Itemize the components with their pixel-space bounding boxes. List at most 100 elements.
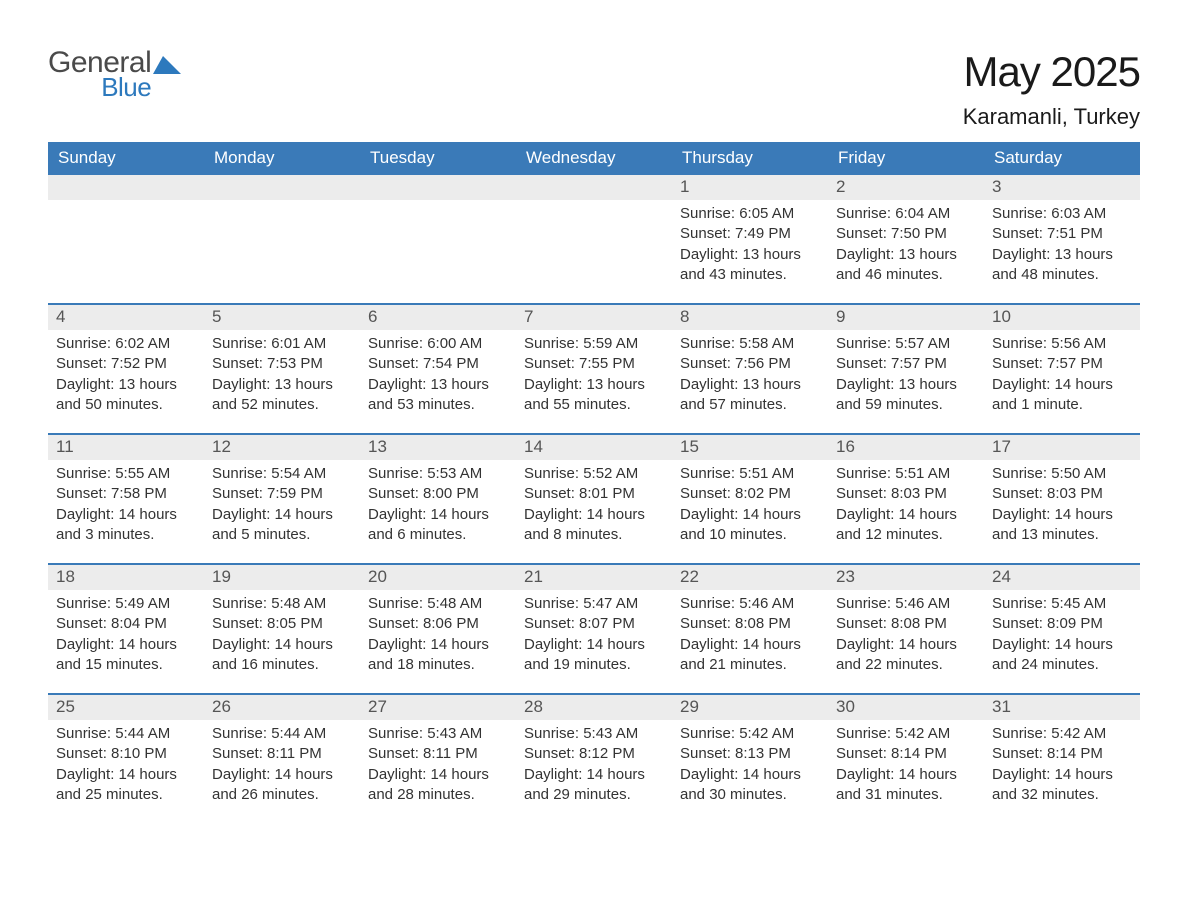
daylight-text: Daylight: 13 hours and 46 minutes.: [836, 245, 976, 286]
daylight-text: Daylight: 13 hours and 53 minutes.: [368, 375, 508, 416]
sunset-text: Sunset: 8:11 PM: [212, 744, 352, 764]
day-details: Sunrise: 5:44 AMSunset: 8:11 PMDaylight:…: [204, 720, 360, 811]
calendar-day: 8Sunrise: 5:58 AMSunset: 7:56 PMDaylight…: [672, 305, 828, 433]
sunrise-text: Sunrise: 5:51 AM: [680, 464, 820, 484]
sunset-text: Sunset: 8:00 PM: [368, 484, 508, 504]
calendar-day: 3Sunrise: 6:03 AMSunset: 7:51 PMDaylight…: [984, 175, 1140, 303]
day-details: Sunrise: 5:55 AMSunset: 7:58 PMDaylight:…: [48, 460, 204, 551]
sunrise-text: Sunrise: 5:44 AM: [56, 724, 196, 744]
calendar-day: 12Sunrise: 5:54 AMSunset: 7:59 PMDayligh…: [204, 435, 360, 563]
day-number: 4: [48, 305, 204, 330]
day-number: 23: [828, 565, 984, 590]
day-number: 2: [828, 175, 984, 200]
daylight-text: Daylight: 14 hours and 8 minutes.: [524, 505, 664, 546]
daylight-text: Daylight: 14 hours and 15 minutes.: [56, 635, 196, 676]
day-details: Sunrise: 5:42 AMSunset: 8:14 PMDaylight:…: [828, 720, 984, 811]
sunset-text: Sunset: 7:53 PM: [212, 354, 352, 374]
day-details: Sunrise: 5:46 AMSunset: 8:08 PMDaylight:…: [672, 590, 828, 681]
daylight-text: Daylight: 14 hours and 21 minutes.: [680, 635, 820, 676]
day-number: 15: [672, 435, 828, 460]
sunset-text: Sunset: 7:50 PM: [836, 224, 976, 244]
sunset-text: Sunset: 8:14 PM: [992, 744, 1132, 764]
sunset-text: Sunset: 8:05 PM: [212, 614, 352, 634]
sunset-text: Sunset: 7:58 PM: [56, 484, 196, 504]
day-details: Sunrise: 6:05 AMSunset: 7:49 PMDaylight:…: [672, 200, 828, 291]
calendar-day: 21Sunrise: 5:47 AMSunset: 8:07 PMDayligh…: [516, 565, 672, 693]
sunset-text: Sunset: 7:57 PM: [836, 354, 976, 374]
day-number: 20: [360, 565, 516, 590]
daylight-text: Daylight: 14 hours and 22 minutes.: [836, 635, 976, 676]
day-number: 5: [204, 305, 360, 330]
sunrise-text: Sunrise: 5:43 AM: [524, 724, 664, 744]
daylight-text: Daylight: 14 hours and 29 minutes.: [524, 765, 664, 806]
sunrise-text: Sunrise: 6:03 AM: [992, 204, 1132, 224]
sunset-text: Sunset: 8:08 PM: [836, 614, 976, 634]
day-number: 6: [360, 305, 516, 330]
calendar-body: 1Sunrise: 6:05 AMSunset: 7:49 PMDaylight…: [48, 175, 1140, 823]
calendar-day: 14Sunrise: 5:52 AMSunset: 8:01 PMDayligh…: [516, 435, 672, 563]
daylight-text: Daylight: 14 hours and 13 minutes.: [992, 505, 1132, 546]
day-number: 16: [828, 435, 984, 460]
daylight-text: Daylight: 14 hours and 26 minutes.: [212, 765, 352, 806]
calendar-day: 22Sunrise: 5:46 AMSunset: 8:08 PMDayligh…: [672, 565, 828, 693]
day-details: Sunrise: 5:59 AMSunset: 7:55 PMDaylight:…: [516, 330, 672, 421]
sunrise-text: Sunrise: 5:54 AM: [212, 464, 352, 484]
day-details: Sunrise: 5:57 AMSunset: 7:57 PMDaylight:…: [828, 330, 984, 421]
sunset-text: Sunset: 8:09 PM: [992, 614, 1132, 634]
sunset-text: Sunset: 8:12 PM: [524, 744, 664, 764]
title-block: May 2025 Karamanli, Turkey: [963, 48, 1140, 130]
calendar-day: 19 Sunrise: 5:48 AMSunset: 8:05 PMDayligh…: [204, 565, 360, 693]
sunrise-text: Sunrise: 5:42 AM: [836, 724, 976, 744]
calendar-day: 26Sunrise: 5:44 AMSunset: 8:11 PMDayligh…: [204, 695, 360, 823]
daylight-text: Daylight: 14 hours and 10 minutes.: [680, 505, 820, 546]
sunrise-text: Sunrise: 6:02 AM: [56, 334, 196, 354]
calendar-day-empty: [204, 175, 360, 303]
day-number: 19: [204, 565, 360, 590]
day-details: Sunrise: 6:03 AMSunset: 7:51 PMDaylight:…: [984, 200, 1140, 291]
sunset-text: Sunset: 7:54 PM: [368, 354, 508, 374]
sunset-text: Sunset: 8:06 PM: [368, 614, 508, 634]
day-number: 17: [984, 435, 1140, 460]
day-details: Sunrise: 5:45 AMSunset: 8:09 PMDaylight:…: [984, 590, 1140, 681]
day-details: Sunrise: 5:51 AMSunset: 8:02 PMDaylight:…: [672, 460, 828, 551]
daylight-text: Daylight: 13 hours and 57 minutes.: [680, 375, 820, 416]
sunset-text: Sunset: 8:02 PM: [680, 484, 820, 504]
calendar-day: 11Sunrise: 5:55 AMSunset: 7:58 PMDayligh…: [48, 435, 204, 563]
daylight-text: Daylight: 14 hours and 16 minutes.: [212, 635, 352, 676]
day-details: Sunrise: 5:50 AMSunset: 8:03 PMDaylight:…: [984, 460, 1140, 551]
day-header: Monday: [204, 142, 360, 175]
calendar-day: 31Sunrise: 5:42 AMSunset: 8:14 PMDayligh…: [984, 695, 1140, 823]
calendar-day: 4Sunrise: 6:02 AMSunset: 7:52 PMDaylight…: [48, 305, 204, 433]
sunrise-text: Sunrise: 6:01 AM: [212, 334, 352, 354]
brand-text: General Blue: [48, 48, 151, 100]
calendar-day: 13Sunrise: 5:53 AMSunset: 8:00 PMDayligh…: [360, 435, 516, 563]
sunrise-text: Sunrise: 5:50 AM: [992, 464, 1132, 484]
sunrise-text: Sunrise: 5:48 AM: [212, 594, 352, 614]
daylight-text: Daylight: 14 hours and 25 minutes.: [56, 765, 196, 806]
calendar-day: 16Sunrise: 5:51 AMSunset: 8:03 PMDayligh…: [828, 435, 984, 563]
day-details: Sunrise: 6:01 AMSunset: 7:53 PMDaylight:…: [204, 330, 360, 421]
calendar-week: 4Sunrise: 6:02 AMSunset: 7:52 PMDaylight…: [48, 303, 1140, 433]
day-number: 11: [48, 435, 204, 460]
brand-logo: General Blue: [48, 48, 183, 100]
day-number: 31: [984, 695, 1140, 720]
daylight-text: Daylight: 14 hours and 12 minutes.: [836, 505, 976, 546]
sunset-text: Sunset: 8:03 PM: [992, 484, 1132, 504]
calendar-day-empty: [360, 175, 516, 303]
day-details: Sunrise: 5:52 AMSunset: 8:01 PMDaylight:…: [516, 460, 672, 551]
day-header: Saturday: [984, 142, 1140, 175]
day-details: Sunrise: 5:58 AMSunset: 7:56 PMDaylight:…: [672, 330, 828, 421]
daylight-text: Daylight: 13 hours and 52 minutes.: [212, 375, 352, 416]
calendar-day-empty: [516, 175, 672, 303]
day-details: Sunrise: 5:42 AMSunset: 8:14 PMDaylight:…: [984, 720, 1140, 811]
daylight-text: Daylight: 14 hours and 1 minute.: [992, 375, 1132, 416]
day-number: [360, 175, 516, 200]
day-number: [48, 175, 204, 200]
sunset-text: Sunset: 8:10 PM: [56, 744, 196, 764]
calendar-day: 1Sunrise: 6:05 AMSunset: 7:49 PMDaylight…: [672, 175, 828, 303]
day-details: Sunrise: 5:54 AMSunset: 7:59 PMDaylight:…: [204, 460, 360, 551]
day-number: 22: [672, 565, 828, 590]
sunset-text: Sunset: 7:56 PM: [680, 354, 820, 374]
calendar-day: 27Sunrise: 5:43 AMSunset: 8:11 PMDayligh…: [360, 695, 516, 823]
calendar-week: 18Sunrise: 5:49 AMSunset: 8:04 PMDayligh…: [48, 563, 1140, 693]
